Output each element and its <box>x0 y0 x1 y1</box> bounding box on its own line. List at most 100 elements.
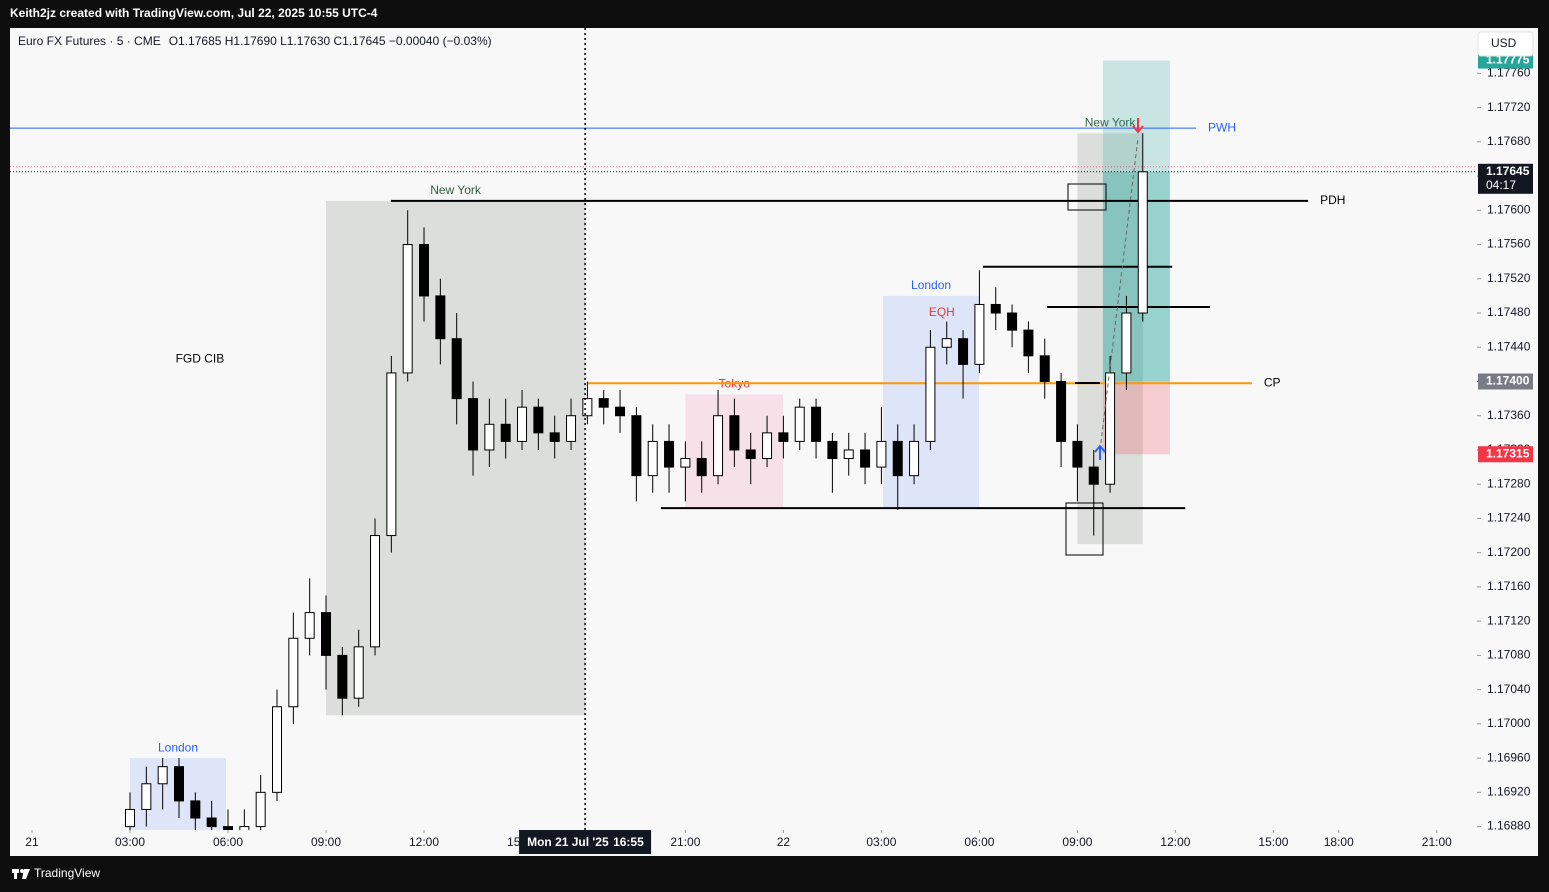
candle-body <box>337 654 348 699</box>
candle-body <box>1023 329 1034 357</box>
y-tick-label: 1.17240 <box>1487 511 1531 525</box>
candle-body <box>909 440 920 477</box>
candle-body <box>370 535 381 648</box>
logo-part <box>14 869 17 879</box>
candle-body <box>500 423 511 442</box>
y-tick-label: 1.17760 <box>1487 66 1531 80</box>
session-label: New York <box>1085 115 1137 129</box>
y-tick-label: 1.17360 <box>1487 408 1531 422</box>
y-tick-label: 1.17520 <box>1487 271 1531 285</box>
y-tick-label: 1.17440 <box>1487 339 1531 353</box>
candle-body <box>549 432 560 442</box>
candle-body <box>435 295 446 340</box>
candle-body <box>517 406 528 442</box>
candle-body <box>451 338 462 400</box>
candle-body <box>255 791 266 828</box>
candle-body <box>631 415 642 477</box>
crosshair-time: 16:55 <box>613 835 644 849</box>
x-tick-label: 21 <box>25 835 39 849</box>
candle-body <box>157 766 168 785</box>
tradingview-logo <box>12 869 30 879</box>
candle-body <box>582 398 593 417</box>
stop-price-text: 1.17315 <box>1486 446 1530 460</box>
candle-body <box>1088 466 1099 485</box>
candle-body <box>1072 440 1083 468</box>
candle-body <box>206 817 217 828</box>
candle-body <box>239 826 250 830</box>
x-tick-label: 03:00 <box>866 835 896 849</box>
candle-body <box>321 612 332 656</box>
y-tick-label: 1.17160 <box>1487 579 1531 593</box>
candle-body <box>974 303 985 365</box>
x-tick-label: 21:00 <box>670 835 700 849</box>
candle-body <box>1007 312 1018 331</box>
candle-body <box>304 612 315 639</box>
logo-part <box>20 869 24 873</box>
candle-body <box>696 458 707 477</box>
candle-body <box>1039 355 1050 382</box>
drawing <box>1067 183 1107 211</box>
candle-body <box>860 449 871 468</box>
candle-body <box>190 800 201 819</box>
candle-body <box>1137 171 1148 314</box>
candle-body <box>419 244 430 297</box>
level-label: PWH <box>1208 120 1236 134</box>
x-tick-label: 12:00 <box>1160 835 1190 849</box>
entry-price-text: 1.17400 <box>1486 374 1530 388</box>
x-tick-label: 18:00 <box>1324 835 1354 849</box>
attribution: Keith2jz created with TradingView.com, J… <box>10 6 378 20</box>
session-label: New York <box>430 183 482 197</box>
session-label: London <box>158 740 198 754</box>
logo-part <box>22 869 30 879</box>
y-tick-label: 1.17080 <box>1487 648 1531 662</box>
time-axis-bg <box>10 830 1477 856</box>
target-price-box <box>1478 52 1533 69</box>
stop-price-box <box>1478 446 1533 463</box>
candle-body <box>843 449 854 460</box>
candle-body <box>990 303 1001 314</box>
y-tick-label: 1.17120 <box>1487 613 1531 627</box>
candle-body <box>647 440 658 477</box>
candle-body <box>925 346 936 442</box>
candle-body <box>729 415 740 451</box>
candle-body <box>402 244 413 374</box>
candle-body <box>664 440 675 468</box>
annotation: EQH <box>929 305 955 319</box>
candle-body <box>1105 372 1116 485</box>
position-target-zone <box>1102 60 1170 382</box>
y-tick-label: 1.17200 <box>1487 545 1531 559</box>
x-tick-label: 06:00 <box>964 835 994 849</box>
session-box <box>326 200 586 716</box>
candle-body <box>272 706 283 793</box>
last-price-box <box>1478 163 1533 194</box>
session-label: London <box>911 278 951 292</box>
currency-button[interactable] <box>1477 31 1534 57</box>
annotation: FGD CIB <box>176 351 225 365</box>
candle-body <box>713 415 724 477</box>
candle-body <box>941 338 952 348</box>
candle-body <box>876 440 887 468</box>
x-tick-label: 06:00 <box>213 835 243 849</box>
crosshair-date: Mon 21 Jul '25 <box>527 835 609 849</box>
candle-body <box>174 766 185 802</box>
candle-body <box>762 432 773 460</box>
y-tick-label: 1.17720 <box>1487 100 1531 114</box>
y-tick-label: 1.17600 <box>1487 202 1531 216</box>
currency-label: USD <box>1491 36 1517 50</box>
candle-body <box>124 808 135 828</box>
candle-body <box>680 458 691 468</box>
entry-price-box <box>1478 373 1533 390</box>
candle-body <box>353 646 364 699</box>
candle-body <box>1121 312 1132 374</box>
candle-body <box>468 398 479 451</box>
candle-body <box>794 406 805 442</box>
y-tick-label: 1.16960 <box>1487 750 1531 764</box>
candle-body <box>566 415 577 442</box>
x-tick-label: 12:00 <box>409 835 439 849</box>
x-tick-label: 03:00 <box>115 835 145 849</box>
candle-body <box>778 432 789 442</box>
candle-body <box>958 338 969 365</box>
x-tick-label: 09:00 <box>1062 835 1092 849</box>
